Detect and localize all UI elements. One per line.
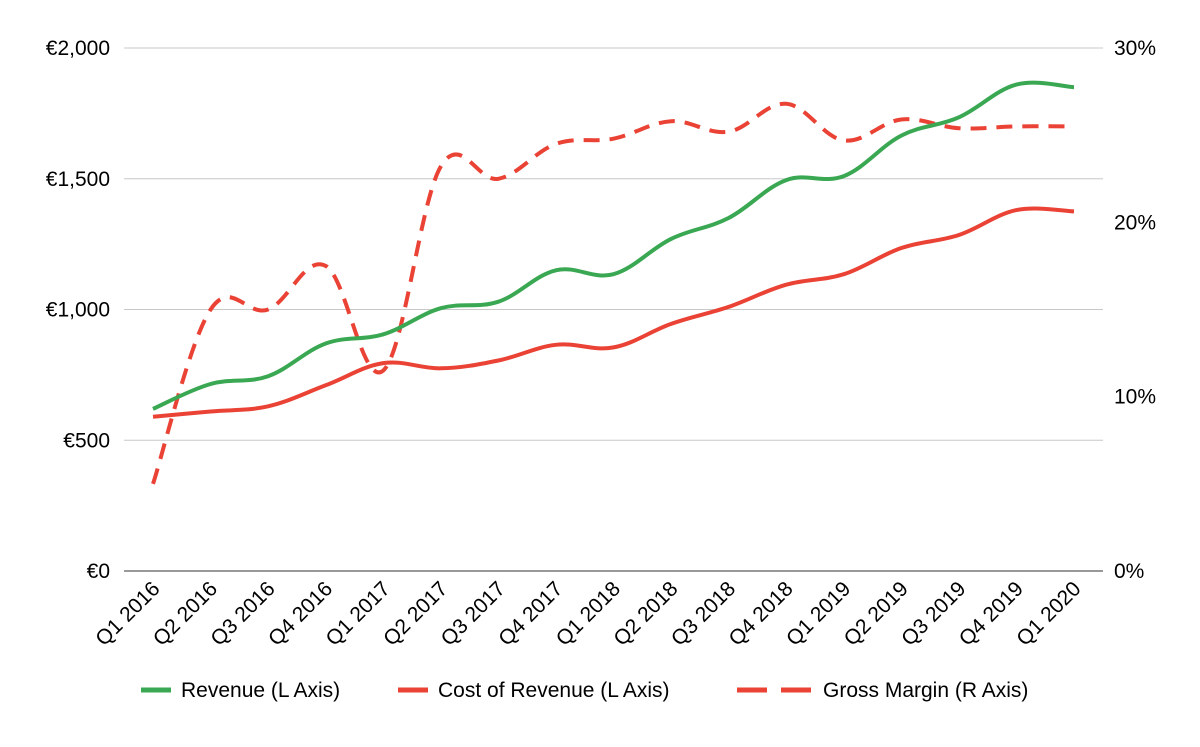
right-tick-label: 10% — [1114, 386, 1156, 409]
x-tick-label: Q1 2020 — [1012, 577, 1085, 650]
series-line-cost-of-revenue — [152, 206, 1075, 419]
legend-label: Cost of Revenue (L Axis) — [438, 679, 670, 702]
left-axis: €0 €500 €1,000 €1,500 €2,000 — [46, 37, 110, 583]
left-tick-label: €0 — [87, 560, 110, 583]
right-tick-label: 0% — [1114, 560, 1144, 583]
series-lines — [151, 80, 1075, 485]
right-axis: 0% 10% 20% 30% — [1114, 37, 1156, 583]
left-tick-label: €1,000 — [46, 299, 110, 322]
left-tick-label: €500 — [63, 429, 110, 452]
legend: Revenue (L Axis) Cost of Revenue (L Axis)… — [141, 679, 1028, 702]
series-line-revenue — [152, 80, 1075, 411]
legend-label: Revenue (L Axis) — [181, 679, 340, 702]
right-tick-label: 20% — [1114, 211, 1156, 234]
legend-label: Gross Margin (R Axis) — [823, 679, 1028, 702]
gridlines — [124, 47, 1103, 572]
right-tick-label: 30% — [1114, 37, 1156, 60]
series-line-gross-margin — [151, 101, 1075, 485]
left-tick-label: €2,000 — [46, 37, 110, 60]
left-tick-label: €1,500 — [46, 168, 110, 191]
